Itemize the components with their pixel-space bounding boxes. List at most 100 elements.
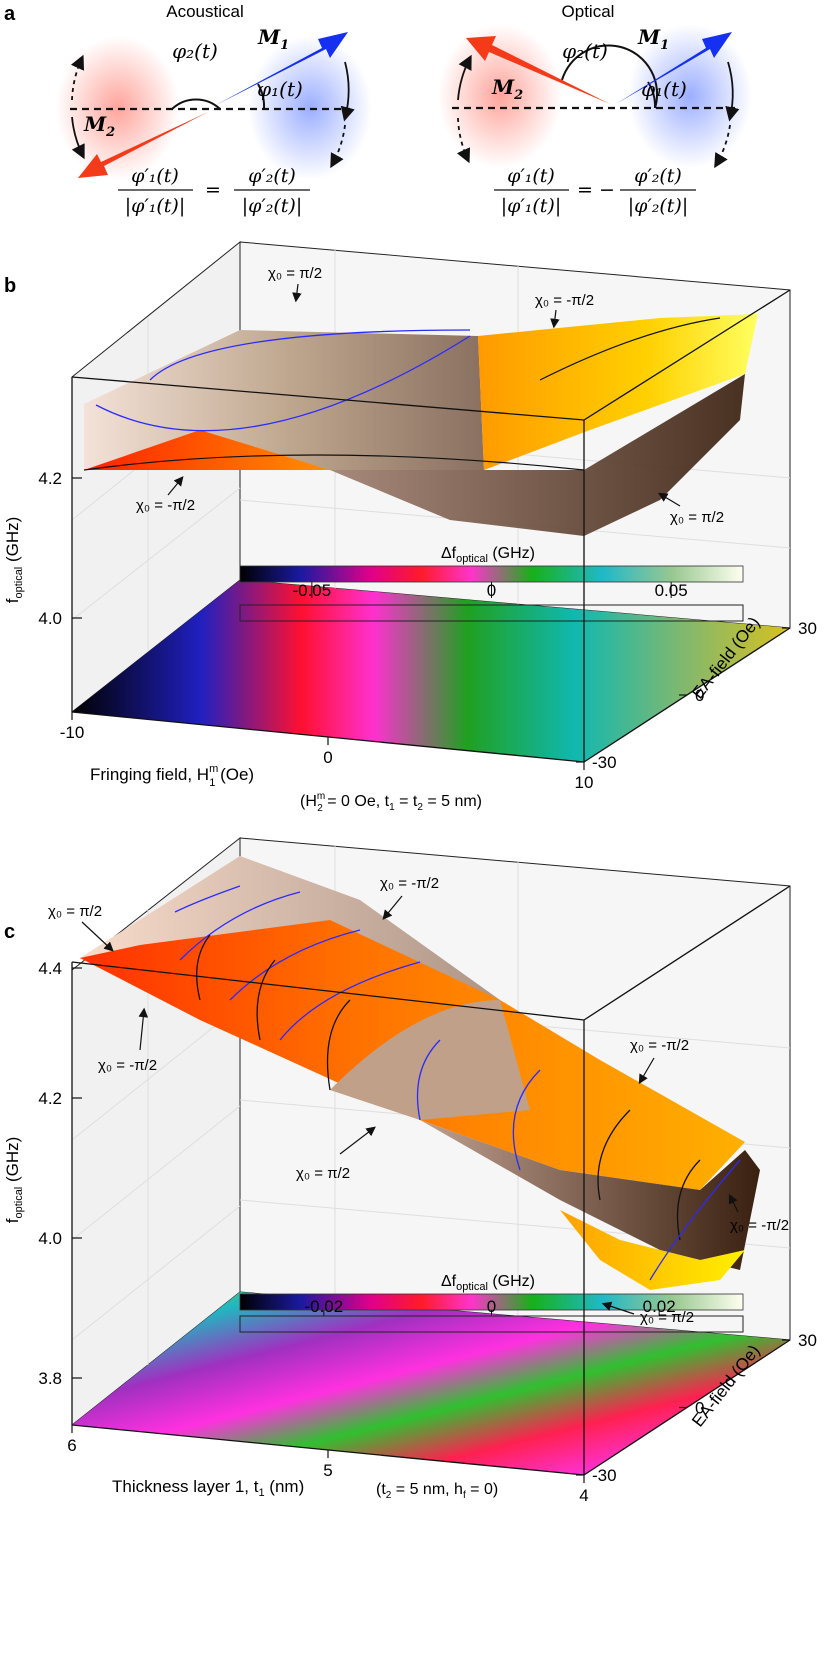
- box-front-edges: [71, 885, 791, 1476]
- m2-arrow: [466, 36, 610, 104]
- m2-precession-dashed: [70, 54, 85, 101]
- m1-precession-dashed: [714, 124, 731, 169]
- tick-label: 4.2: [38, 469, 62, 488]
- colorbar-c: -0.02 0 0.02 Δfoptical (GHz): [239, 1273, 744, 1333]
- y-axis-ticks: 30 0 -30: [576, 1331, 817, 1485]
- tick-label: 10: [575, 773, 594, 792]
- contour-blue: [149, 329, 471, 381]
- annotation: χ₀ = -π/2: [98, 1057, 157, 1074]
- annotation: χ₀ = π/2: [268, 265, 322, 282]
- floor-colormap: [72, 580, 790, 762]
- tick-label: -30: [592, 1466, 617, 1485]
- tick-label: 4.4: [38, 959, 62, 978]
- x-axis-label: Fringing field, Hm 1 (Oe): [90, 763, 254, 789]
- m2-label: M2: [83, 112, 115, 140]
- tick-label: 4.2: [38, 1089, 62, 1108]
- m2-label: M2: [491, 75, 523, 103]
- svg-text:φ′₂(t): φ′₂(t): [634, 165, 682, 187]
- x-axis-note: (Hm 2 = 0 Oe, t1 = t2 = 5 nm): [300, 791, 482, 814]
- m2-precession-dashed: [456, 117, 471, 164]
- panel-b-label: b: [4, 275, 16, 297]
- m2-arrow: [78, 112, 208, 178]
- svg-text:=: =: [205, 179, 221, 201]
- svg-text:= −: = −: [577, 179, 615, 201]
- m1-precession-arrow: [725, 61, 740, 122]
- svg-text:φ′₁(t): φ′₁(t): [507, 165, 555, 187]
- colorbar-tick-label: 0.05: [655, 581, 688, 600]
- x-axis-ticks: 6 5 4: [67, 1425, 589, 1505]
- x-axis-label: Thickness layer 1, t1 (nm): [112, 1477, 304, 1499]
- phi2-arc: [561, 44, 658, 109]
- tick-label: 4.0: [38, 1229, 62, 1248]
- m1-arrow: [616, 32, 732, 104]
- acoustical-equation: φ′₁(t) |φ′₁(t)| = φ′₂(t) |φ′₂(t)|: [118, 165, 310, 217]
- z-axis-label: foptical (GHz): [3, 1137, 25, 1224]
- z-axis-ticks: 3.8 4.0 4.2 4.4: [38, 959, 82, 1388]
- phi1-arc: [647, 81, 657, 109]
- optical-diagram: Optical φ₂(t) φ₁(t) M1 M2 φ′₁(t) |φ′₁(t)…: [438, 2, 752, 217]
- tick-label: -10: [60, 723, 85, 742]
- tick-label: 5: [323, 1461, 332, 1480]
- panel-c: c -0.02 0 0.02 Δfoptical (GHz): [3, 836, 817, 1505]
- colorbar-tick-label: 0: [487, 581, 496, 600]
- panel-c-label: c: [4, 921, 15, 943]
- phi2-label: φ₂(t): [172, 39, 218, 63]
- annotation: χ₀ = π/2: [48, 903, 102, 920]
- tick-label: 0: [695, 1399, 704, 1418]
- colorbar-frame: [239, 604, 744, 622]
- phi1-label: φ₁(t): [257, 77, 303, 101]
- m1-label: M1: [637, 25, 669, 53]
- tick-label: -30: [592, 753, 617, 772]
- x-axis-note: (t2 = 5 nm, hf = 0): [376, 1481, 498, 1501]
- colorbar-b: -0.05 0 0.05 Δfoptical (GHz): [239, 545, 744, 622]
- annotation: χ₀ = π/2: [296, 1165, 350, 1182]
- annotation: χ₀ = π/2: [640, 1309, 694, 1326]
- z-axis-ticks: 4.0 4.2: [38, 469, 82, 628]
- contour-blue: [95, 335, 471, 432]
- optical-title: Optical: [562, 2, 615, 21]
- colorbar-tick-label: 0.02: [643, 1297, 676, 1316]
- surface-yellow: [560, 1210, 745, 1290]
- colorbar-label: Δfoptical (GHz): [441, 545, 535, 565]
- svg-text:|φ′₁(t)|: |φ′₁(t)|: [125, 195, 186, 217]
- tick-label: 30: [798, 619, 817, 638]
- phi1-arc: [257, 83, 266, 110]
- floor-colormap: [72, 1292, 790, 1475]
- surface-yellow: [478, 314, 758, 470]
- m1-glow: [628, 24, 752, 168]
- colorbar-label: Δfoptical (GHz): [441, 1273, 535, 1293]
- annotation: χ₀ = π/2: [670, 509, 724, 526]
- m1-precession-dashed: [330, 124, 346, 169]
- colorbar-tick-label: -0.02: [304, 1297, 343, 1316]
- m1-label: M1: [257, 25, 289, 53]
- m1-precession-arrow: [340, 61, 355, 122]
- surface-tan: [84, 330, 484, 470]
- tick-label: 4: [579, 1486, 588, 1505]
- contour-black: [539, 317, 721, 381]
- panel-a-label: a: [4, 3, 16, 25]
- annotation: χ₀ = -π/2: [730, 1217, 789, 1234]
- annotation: χ₀ = -π/2: [380, 875, 439, 892]
- tick-label: 4.0: [38, 609, 62, 628]
- annotation: χ₀ = -π/2: [535, 292, 594, 309]
- y-axis-ticks: 30 0 -30: [576, 619, 817, 772]
- annotations-b: χ₀ = π/2 χ₀ = -π/2 χ₀ = -π/2 χ₀ = π/2: [136, 265, 724, 526]
- svg-text:|φ′₁(t)|: |φ′₁(t)|: [501, 195, 562, 217]
- phi1-label: φ₁(t): [641, 77, 687, 101]
- svg-text:|φ′₂(t)|: |φ′₂(t)|: [628, 195, 689, 217]
- m2-precession-arrow: [457, 54, 472, 101]
- optical-equation: φ′₁(t) |φ′₁(t)| = − φ′₂(t) |φ′₂(t)|: [494, 165, 696, 217]
- panel-b: b -0.05 0 0.05 Δfoptical (GHz): [3, 240, 817, 814]
- z-axis-label: foptical (GHz): [3, 517, 25, 604]
- colorbar-tick-label: -0.05: [292, 581, 331, 600]
- tick-label: 30: [798, 1331, 817, 1350]
- surface-red: [84, 430, 330, 470]
- m2-precession-arrow: [71, 116, 85, 160]
- annotation: χ₀ = -π/2: [136, 497, 195, 514]
- surface-dark: [330, 374, 745, 536]
- surface-dark: [420, 1120, 760, 1270]
- acoustical-diagram: Acoustical φ₂(t) φ₁(t) M1 M2 φ′₁(t) |φ′₁…: [56, 2, 372, 217]
- x-axis-ticks: -10 0 10: [60, 712, 594, 792]
- phi2-arc: [171, 98, 221, 110]
